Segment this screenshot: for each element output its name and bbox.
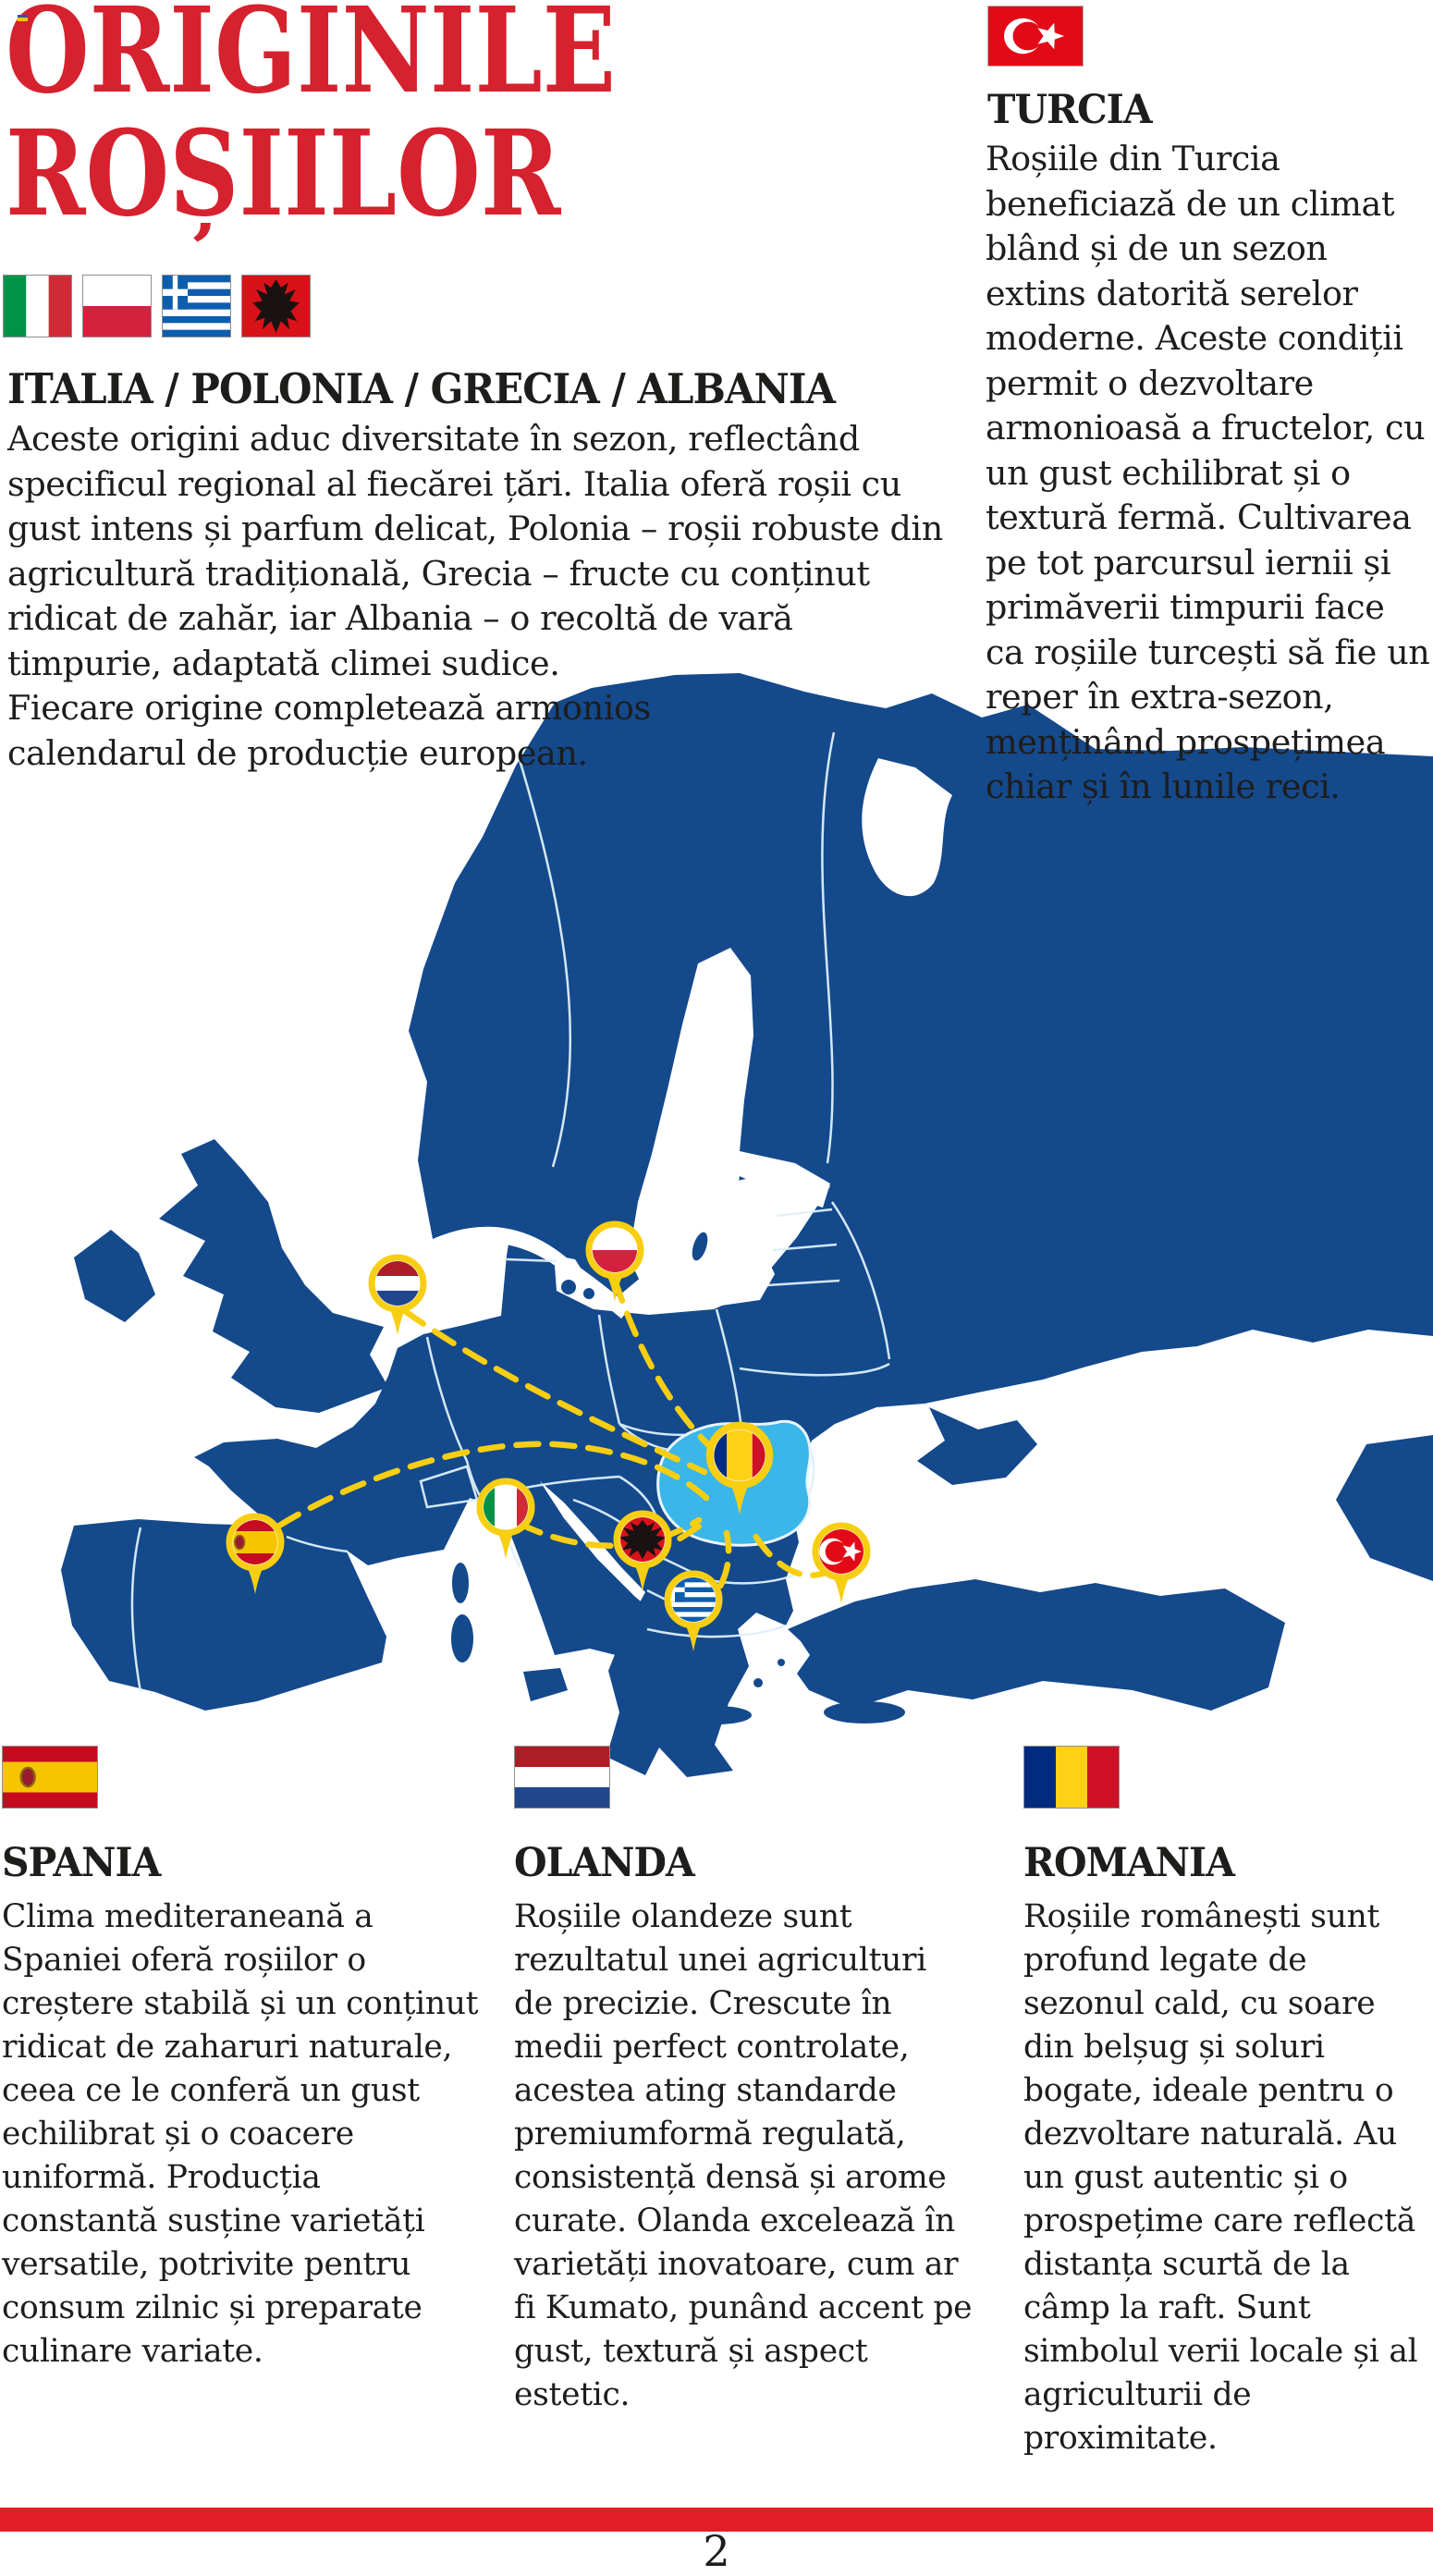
romania-flag-icon [1023,1746,1120,1809]
intro-paragraph-2: Fiecare origine completează armonios cal… [7,688,651,773]
corsica-island [452,1563,469,1603]
turcia-paragraph: Roșiile din Turcia beneficiază de un cli… [986,139,1430,806]
spania-paragraph: Clima mediteraneană a Spaniei oferă roși… [2,1898,479,2370]
poland-pin [585,1221,644,1302]
spain-flag-icon [2,1746,98,1809]
tiny-flag-artifact [18,15,28,24]
turcia-heading: TURCIA [987,87,1153,133]
spain-pin [226,1513,285,1594]
footer-bar [0,2508,1433,2532]
cyprus-island [824,1701,905,1723]
title-line-1: ORIGINILE [6,0,617,119]
page-number: 2 [703,2526,730,2576]
netherlands-pin [368,1254,427,1335]
greece-flag-icon [162,275,231,337]
sardinia-island [451,1614,473,1662]
gotland-island [692,1232,708,1261]
italy-flag-icon [3,275,72,337]
romania-heading: ROMANIA [1023,1840,1235,1886]
balearic-island [346,1633,364,1644]
turkey-pin [812,1522,871,1603]
title-line-2: ROȘIILOR [6,104,561,242]
intro-paragraph: Aceste origini aduc diversitate în sezon… [7,419,943,683]
crete-island [681,1706,752,1724]
page-title: ORIGINILE ROȘIILOR [6,0,616,235]
olanda-paragraph: Roșiile olandeze sunt rezultatul unei ag… [514,1898,973,2413]
sicily-island [523,1668,568,1701]
europe-map [61,673,1433,1777]
albania-flag-icon [241,275,311,337]
olanda-heading: OLANDA [514,1840,695,1886]
spania-heading: SPANIA [2,1840,161,1886]
origin-flags-row [3,275,311,337]
greece-pin [664,1570,723,1651]
intro-heading: ITALIA / POLONIA / GRECIA / ALBANIA [7,364,836,413]
italy-pin [476,1478,535,1559]
albania-pin [613,1510,672,1591]
poland-flag-icon [82,275,152,337]
turkey-flag-icon [987,6,1084,67]
netherlands-flag-icon [514,1746,610,1809]
romania-paragraph: Roșiile românești sunt profund legate de… [1023,1898,1418,2457]
romania-pin [705,1421,774,1515]
